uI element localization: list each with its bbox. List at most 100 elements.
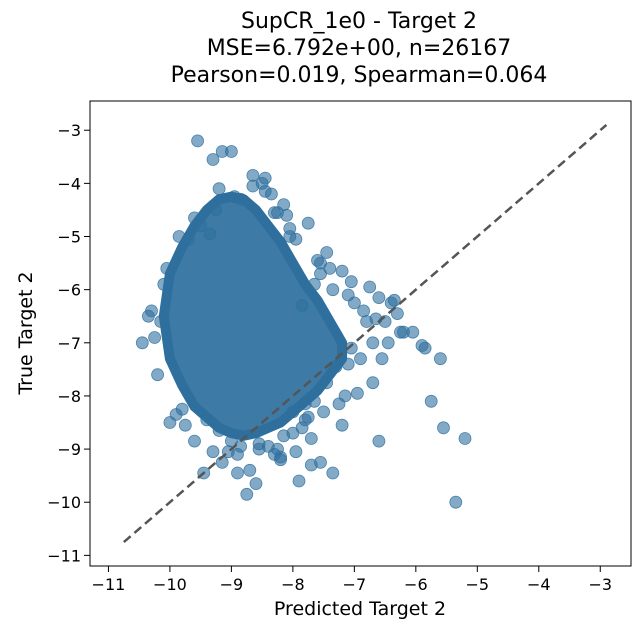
scatter-point	[298, 413, 312, 427]
y-tick-label: −3	[57, 121, 81, 140]
scatter-point	[224, 145, 238, 158]
x-tick-label: −10	[153, 575, 187, 594]
scatter-point	[304, 432, 318, 445]
scatter-point	[246, 179, 260, 193]
scatter-point	[335, 264, 349, 278]
scatter-point	[301, 216, 315, 230]
scatter-point	[209, 203, 223, 217]
x-tick-label: −4	[527, 575, 551, 594]
scatter-point	[154, 315, 168, 328]
scatter-point	[286, 426, 300, 440]
scatter-point	[283, 230, 297, 243]
identity-reference-line	[122, 123, 608, 544]
y-tick-label: −11	[47, 546, 81, 565]
scatter-point	[329, 360, 343, 374]
scatter-point	[231, 466, 244, 480]
scatter-point	[332, 397, 346, 411]
scatter-point	[381, 336, 395, 350]
scatter-point	[406, 325, 420, 339]
y-axis-ticks: −11 −10 −9 −8 −7 −6 −5 −4 −3	[47, 121, 90, 565]
scatter-point	[320, 246, 334, 259]
scatter-point	[231, 447, 244, 461]
x-tick-label: −6	[404, 575, 428, 594]
scatter-point	[181, 232, 195, 246]
scatter-point	[314, 256, 327, 270]
scatter-point	[188, 434, 201, 448]
scatter-point	[295, 299, 309, 313]
scatter-point	[240, 487, 254, 501]
scatter-points	[135, 134, 472, 509]
scatter-point	[424, 394, 438, 408]
scatter-point	[372, 291, 386, 305]
scatter-point	[175, 402, 189, 416]
scatter-point	[206, 445, 220, 459]
x-tick-label: −5	[466, 575, 490, 594]
scatter-point	[449, 495, 463, 509]
scatter-point	[341, 357, 355, 371]
scatter-point	[258, 171, 272, 185]
scatter-point	[292, 474, 306, 488]
x-axis-label: Predicted Target 2	[274, 598, 446, 620]
x-axis-ticks: −11 −10 −9 −8 −7 −6 −5 −4 −3	[92, 566, 612, 594]
chart-title: SupCR_1e0 - Target 2 MSE=6.792e+00, n=26…	[171, 9, 548, 88]
scatter-point	[243, 463, 257, 477]
scatter-point	[363, 280, 377, 294]
x-tick-label: −9	[220, 575, 244, 594]
scatter-point	[151, 368, 165, 382]
scatter-point	[286, 405, 300, 419]
scatter-point	[298, 397, 312, 411]
scatter-point	[141, 309, 155, 323]
scatter-point	[320, 376, 334, 390]
title-line-1: SupCR_1e0 - Target 2	[241, 9, 477, 34]
scatter-point	[458, 432, 472, 445]
reference-line-group	[122, 123, 608, 544]
scatter-point	[375, 352, 389, 366]
scatter-point	[326, 466, 340, 480]
y-tick-label: −9	[57, 440, 81, 459]
scatter-point	[344, 275, 358, 289]
scatter-point	[200, 413, 214, 427]
scatter-point	[249, 477, 263, 491]
scatter-point	[135, 336, 149, 350]
scatter-point	[326, 283, 340, 297]
y-axis-label: True Target 2	[15, 271, 37, 395]
scatter-point	[307, 277, 321, 291]
x-tick-label: −11	[92, 575, 126, 594]
x-tick-label: −3	[588, 575, 612, 594]
scatter-point	[433, 352, 447, 366]
title-line-2: MSE=6.792e+00, n=26167	[207, 36, 512, 61]
scatter-point	[289, 445, 303, 459]
scatter-point	[366, 376, 380, 390]
scatter-point	[357, 304, 371, 318]
scatter-point	[212, 182, 226, 196]
scatter-point	[317, 405, 331, 419]
x-tick-label: −8	[281, 575, 305, 594]
scatter-point	[415, 339, 429, 352]
x-tick-label: −7	[343, 575, 367, 594]
scatter-point	[394, 325, 407, 339]
title-line-3: Pearson=0.019, Spearman=0.064	[171, 63, 548, 88]
scatter-point	[350, 386, 364, 400]
scatter-point	[212, 424, 226, 437]
scatter-point	[157, 277, 171, 291]
scatter-point	[437, 421, 450, 435]
scatter-point	[203, 227, 217, 241]
scatter-point	[267, 447, 281, 461]
scatter-point	[191, 134, 205, 148]
scatter-point	[234, 192, 248, 206]
y-tick-label: −10	[47, 493, 81, 512]
scatter-point	[178, 418, 192, 432]
y-tick-label: −7	[57, 334, 81, 353]
y-tick-label: −5	[57, 228, 81, 247]
scatter-point	[264, 187, 278, 201]
scatter-point	[360, 315, 374, 328]
scatter-point	[271, 206, 284, 220]
scatter-point	[366, 336, 380, 350]
y-tick-label: −8	[57, 387, 81, 406]
scatter-point	[148, 331, 162, 344]
scatter-point	[390, 307, 404, 321]
scatter-point	[344, 341, 358, 355]
scatter-point	[314, 455, 327, 469]
y-tick-label: −6	[57, 281, 81, 300]
